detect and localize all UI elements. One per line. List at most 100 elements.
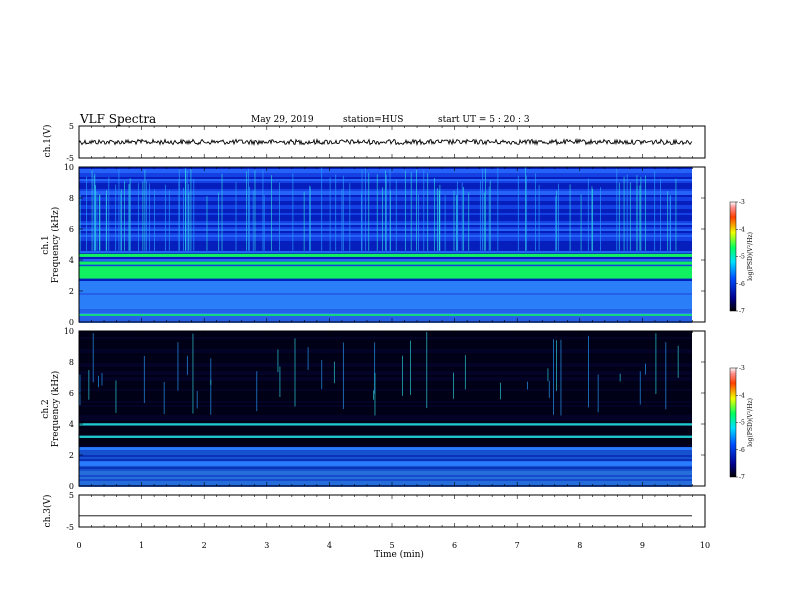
noise-strip [79, 319, 692, 321]
noise-strip [79, 427, 692, 429]
y-tick-label: 6 [69, 389, 74, 398]
noise-strip [79, 315, 692, 317]
y-tick-label: 0 [69, 318, 74, 327]
y-tick-label: 5 [69, 491, 74, 500]
noise-strip [79, 475, 692, 477]
noise-strip [79, 375, 692, 377]
noise-strip [79, 439, 692, 441]
noise-strip [79, 351, 692, 353]
noise-strip [79, 385, 692, 387]
noise-strip [79, 287, 692, 289]
noise-strip [79, 307, 692, 309]
y-tick-label: 0 [69, 482, 74, 491]
frequency-band [79, 423, 692, 426]
noise-strip [79, 459, 692, 461]
ch3-waveform-frame [78, 494, 706, 528]
noise-strip [79, 397, 692, 399]
ch3-waveform-panel: 5 -5 [66, 491, 706, 532]
noise-strip [79, 353, 692, 355]
ch1-freq-ylabel-line1: ch.1 [41, 235, 51, 254]
frequency-band [79, 435, 692, 438]
noise-strip [79, 341, 692, 343]
noise-strip [79, 469, 692, 471]
noise-strip [79, 393, 692, 395]
noise-strip [79, 441, 692, 443]
noise-strip [79, 395, 692, 397]
noise-strip [79, 281, 692, 283]
colorbar-gradient [729, 201, 737, 312]
noise-strip [79, 347, 692, 349]
noise-strip [79, 419, 692, 421]
noise-strip [79, 411, 692, 413]
noise-strip [79, 381, 692, 383]
ch1-waveform-panel: 5 -5 [66, 122, 706, 163]
noise-strip [79, 285, 692, 287]
noise-strip [79, 297, 692, 299]
ch2-spectrogram-panel: 0 2 4 6 8 10 [64, 327, 706, 491]
noise-strip [79, 383, 692, 385]
colorbar-tick-label: -7 [739, 474, 745, 481]
noise-strip [79, 391, 692, 393]
x-axis-label: Time (min) [374, 549, 424, 560]
noise-strip [79, 387, 692, 389]
noise-strip [79, 405, 692, 407]
colorbar-label: log(PSD)(V²/Hz) [747, 398, 754, 447]
noise-strip [79, 289, 692, 291]
frequency-band [79, 447, 692, 451]
noise-strip [79, 365, 692, 367]
waveform-trace [78, 137, 693, 147]
frequency-band [79, 266, 692, 279]
noise-strip [79, 415, 692, 417]
x-tick-label: 7 [515, 541, 520, 550]
noise-strip [79, 257, 692, 259]
frequency-band [79, 253, 692, 257]
noise-strip [79, 283, 692, 285]
noise-strip [79, 167, 692, 169]
noise-strip [79, 373, 692, 375]
noise-strip [79, 421, 692, 423]
noise-strip [79, 445, 692, 447]
no-data-region [692, 331, 705, 486]
noise-strip [79, 349, 692, 351]
colorbar-tick-label: -5 [739, 420, 745, 427]
y-tick-label: 6 [69, 225, 74, 234]
noise-strip [79, 309, 692, 311]
noise-strip [79, 265, 692, 267]
noise-strip [79, 293, 692, 295]
colorbar-tick-label: -6 [739, 447, 745, 454]
noise-strip [79, 425, 692, 427]
frequency-band [79, 261, 692, 265]
date-label: May 29, 2019 [251, 115, 314, 125]
noise-strip [79, 417, 692, 419]
noise-strip [79, 169, 692, 171]
noise-strip [79, 443, 692, 445]
noise-strip [79, 343, 692, 345]
colorbar-tick-label: -3 [739, 199, 745, 206]
noise-strip [79, 477, 692, 479]
noise-strip [79, 471, 692, 473]
noise-strip [79, 413, 692, 415]
noise-strip [79, 403, 692, 405]
ch1-spectrogram-panel: 0 2 4 6 8 10 [64, 163, 706, 327]
x-tick-label: 6 [452, 541, 457, 550]
noise-strip [79, 431, 692, 433]
noise-strip [79, 345, 692, 347]
colorbar-tick-label: -4 [739, 226, 745, 233]
figure-title: VLF Spectra [79, 112, 156, 126]
ch2-freq-ylabel-line2: Frequency (kHz) [50, 371, 61, 448]
noise-strip [79, 481, 692, 483]
noise-strip [79, 333, 692, 335]
ch1-colorbar: -3 -4 -5 -6 -7 log(PSD)(V²/Hz) [729, 199, 754, 315]
y-tick-label: 2 [69, 287, 74, 296]
noise-strip [79, 299, 692, 301]
noise-strip [79, 437, 692, 439]
x-tick-label: 0 [76, 541, 81, 550]
noise-strip [79, 369, 692, 371]
y-tick-label: 10 [64, 163, 74, 172]
noise-strip [79, 337, 692, 339]
noise-strip [79, 361, 692, 363]
noise-strip [79, 359, 692, 361]
noise-strip [79, 313, 692, 315]
noise-strip [79, 355, 692, 357]
